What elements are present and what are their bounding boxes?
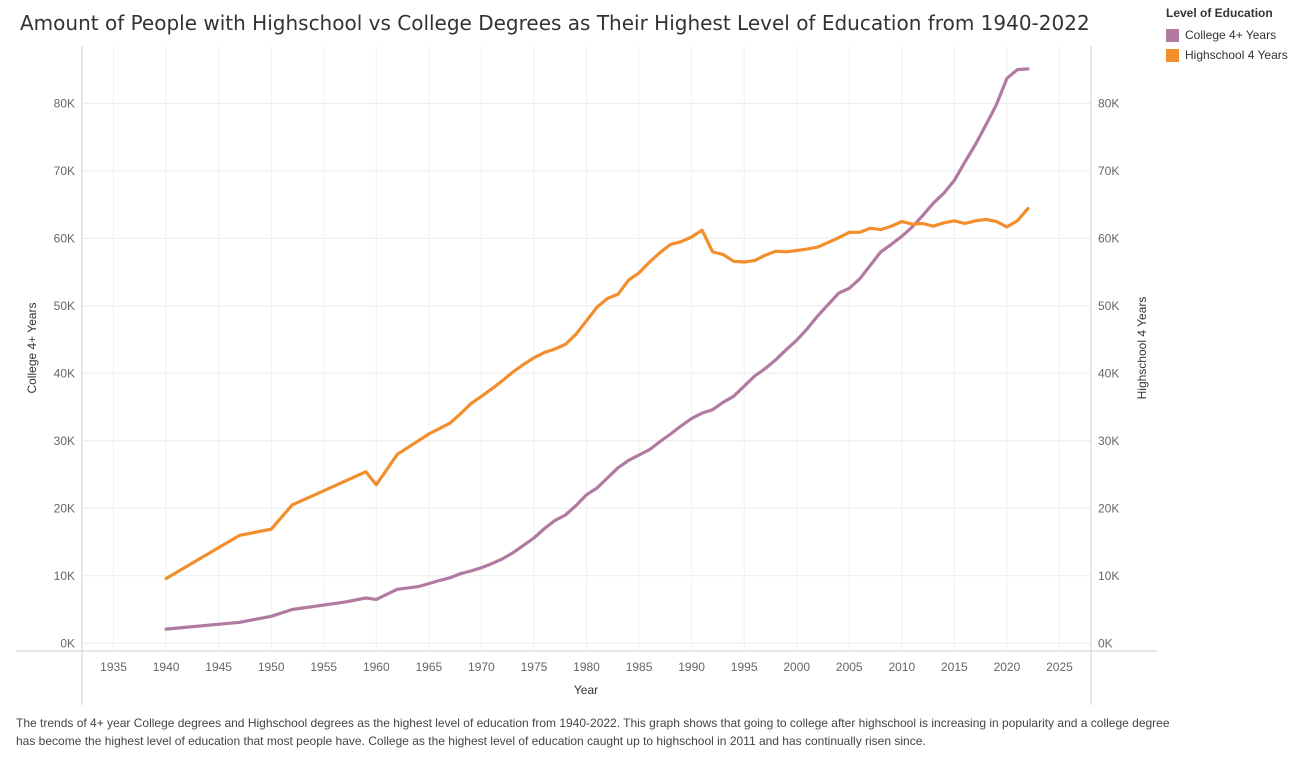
legend-label-college: College 4+ Years	[1185, 28, 1277, 42]
x-tick-label: 1980	[573, 660, 600, 674]
legend: Level of Education College 4+ Years High…	[1166, 6, 1288, 65]
x-tick-label: 1995	[731, 660, 758, 674]
x-tick-label: 1970	[468, 660, 495, 674]
legend-item-college[interactable]: College 4+ Years	[1166, 25, 1288, 45]
legend-label-highschool: Highschool 4 Years	[1185, 48, 1288, 62]
series-lines	[164, 67, 1030, 631]
y-tick-label-right: 70K	[1098, 164, 1119, 178]
y-axis-title-right: Highschool 4 Years	[1135, 297, 1149, 400]
x-tick-label: 1985	[626, 660, 653, 674]
x-tick-label: 1990	[678, 660, 705, 674]
x-tick-label: 2005	[836, 660, 863, 674]
x-tick-label: 1935	[100, 660, 127, 674]
y-tick-label-right: 40K	[1098, 366, 1119, 380]
series-line-highschool[interactable]	[164, 207, 1030, 581]
y-tick-label-right: 10K	[1098, 569, 1119, 583]
x-tick-label: 1965	[415, 660, 442, 674]
y-tick-label-left: 60K	[54, 231, 75, 245]
y-tick-label-left: 0K	[60, 636, 75, 650]
legend-title: Level of Education	[1166, 6, 1273, 20]
series-line-college[interactable]	[164, 67, 1030, 631]
y-tick-label-right: 20K	[1098, 501, 1119, 515]
y-tick-label-left: 30K	[54, 434, 75, 448]
x-tick-label: 1950	[258, 660, 285, 674]
x-axis-title: Year	[574, 683, 598, 697]
y-tick-label-left: 70K	[54, 164, 75, 178]
y-tick-label-left: 80K	[54, 96, 75, 110]
x-tick-label: 1955	[310, 660, 337, 674]
gridlines	[82, 46, 1091, 650]
x-tick-label: 1940	[153, 660, 180, 674]
y-tick-label-left: 20K	[54, 501, 75, 515]
y-tick-label-left: 10K	[54, 569, 75, 583]
x-tick-label: 2015	[941, 660, 968, 674]
y-tick-label-right: 0K	[1098, 636, 1113, 650]
x-tick-label: 1960	[363, 660, 390, 674]
x-tick-label: 2000	[783, 660, 810, 674]
y-axis-title-left: College 4+ Years	[25, 302, 39, 393]
x-tick-label: 1945	[205, 660, 232, 674]
chart-title: Amount of People with Highschool vs Coll…	[20, 11, 1090, 35]
x-tick-label: 1975	[521, 660, 548, 674]
legend-swatch-highschool	[1166, 48, 1179, 62]
legend-item-highschool[interactable]: Highschool 4 Years	[1166, 45, 1288, 65]
x-tick-label: 2025	[1046, 660, 1073, 674]
y-tick-label-left: 40K	[54, 366, 75, 380]
y-tick-label-right: 80K	[1098, 96, 1119, 110]
y-tick-label-right: 60K	[1098, 231, 1119, 245]
line-chart: 0K 0K 10K 10K 20K 20K 30K 30K 40K 40K 50K 50K 60K 60K…	[16, 46, 1157, 705]
y-tick-label-right: 30K	[1098, 434, 1119, 448]
x-tick-label: 2020	[994, 660, 1021, 674]
y-tick-label-right: 50K	[1098, 299, 1119, 313]
legend-swatch-college	[1166, 28, 1179, 42]
chart-caption: The trends of 4+ year College degrees an…	[16, 716, 1170, 748]
y-tick-label-left: 50K	[54, 299, 75, 313]
axes: 0K 0K 10K 10K 20K 20K 30K 30K 40K 40K 50K 50K 60K 60K…	[16, 46, 1157, 705]
x-tick-label: 2010	[888, 660, 915, 674]
